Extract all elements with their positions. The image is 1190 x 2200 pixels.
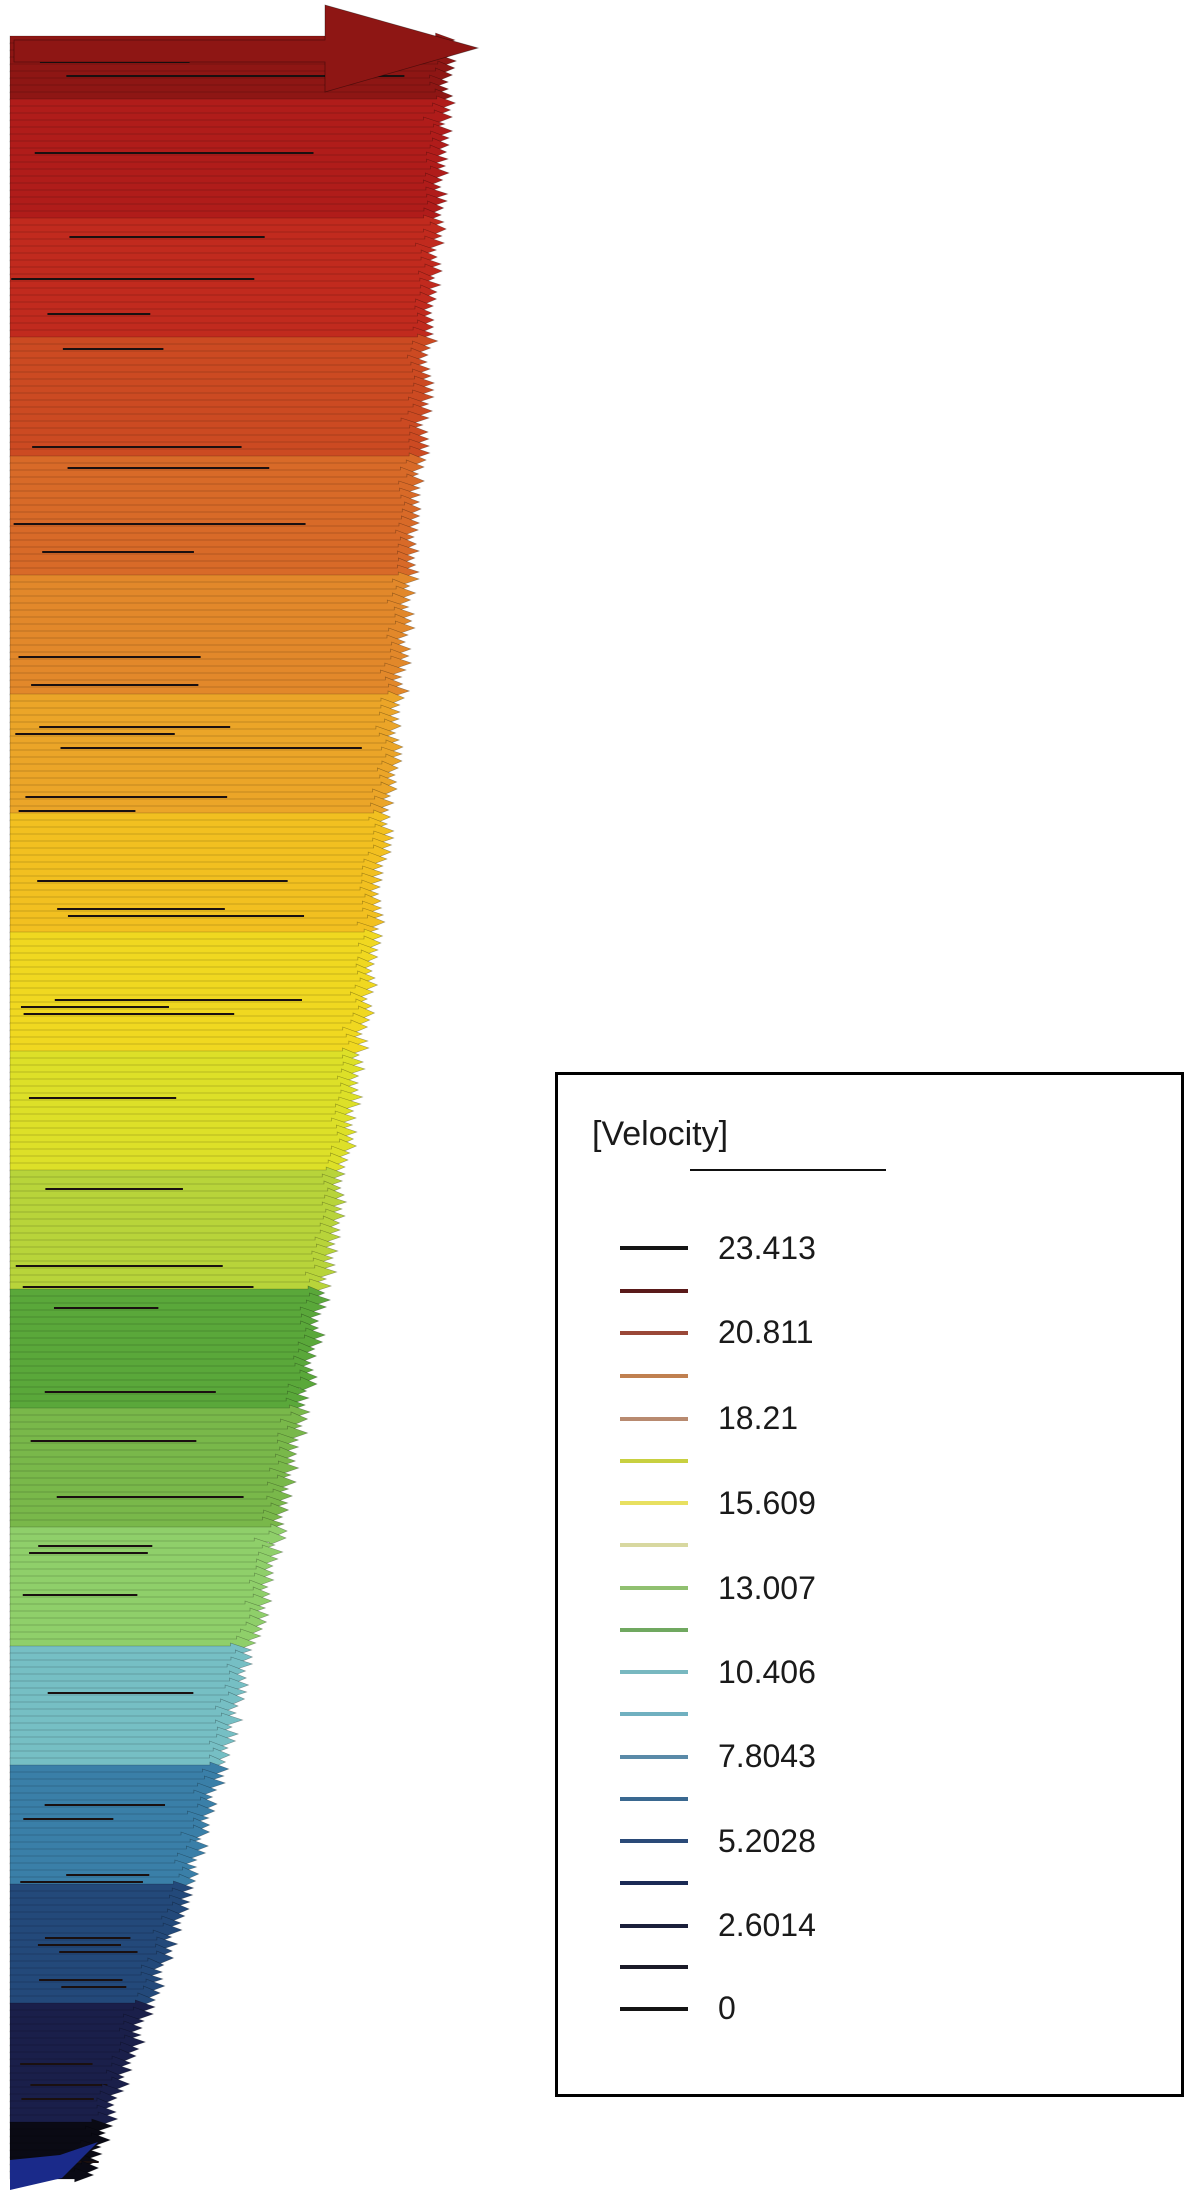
legend-label: 18.21 (718, 1400, 799, 1436)
legend-label: 15.609 (718, 1485, 816, 1521)
legend-swatch (620, 1924, 688, 1928)
legend-label: 0 (718, 1990, 736, 2026)
legend-swatch (620, 1755, 688, 1759)
legend-title-underline (690, 1169, 886, 1171)
legend-swatch (620, 2007, 688, 2011)
legend-swatch (620, 1331, 688, 1335)
legend-label: 2.6014 (718, 1907, 816, 1943)
legend-swatch-minor (620, 1374, 688, 1378)
velocity-arrows (9, 4, 480, 2190)
velocity-legend: [Velocity] 23.413 20.811 18.21 15.609 13… (555, 1072, 1184, 2097)
legend-label: 23.413 (718, 1230, 816, 1266)
legend-swatch-minor (620, 1543, 688, 1547)
legend-swatch (620, 1586, 688, 1590)
legend-swatch-minor (620, 1628, 688, 1632)
top-velocity-arrow (13, 4, 480, 93)
legend-label: 13.007 (718, 1570, 816, 1606)
legend-swatch (620, 1839, 688, 1843)
legend-swatch-minor (620, 1797, 688, 1801)
legend-label: 20.811 (718, 1314, 814, 1350)
legend-swatch (620, 1417, 688, 1421)
legend-swatch (620, 1670, 688, 1674)
legend-label: 7.8043 (718, 1738, 816, 1774)
legend-title: [Velocity] (592, 1115, 729, 1153)
legend-label: 5.2028 (718, 1823, 816, 1859)
bottom-velocity-arrow (10, 2142, 98, 2190)
legend-label: 10.406 (718, 1654, 816, 1690)
legend-swatch (620, 1246, 688, 1250)
legend-swatch-minor (620, 1712, 688, 1716)
legend-swatch-minor (620, 1881, 688, 1885)
legend-swatch (620, 1501, 688, 1505)
legend-swatch-minor (620, 1965, 688, 1969)
legend-swatch-minor (620, 1459, 688, 1463)
legend-swatch-minor (620, 1289, 688, 1293)
velocity-vector-plot (9, 4, 480, 2190)
